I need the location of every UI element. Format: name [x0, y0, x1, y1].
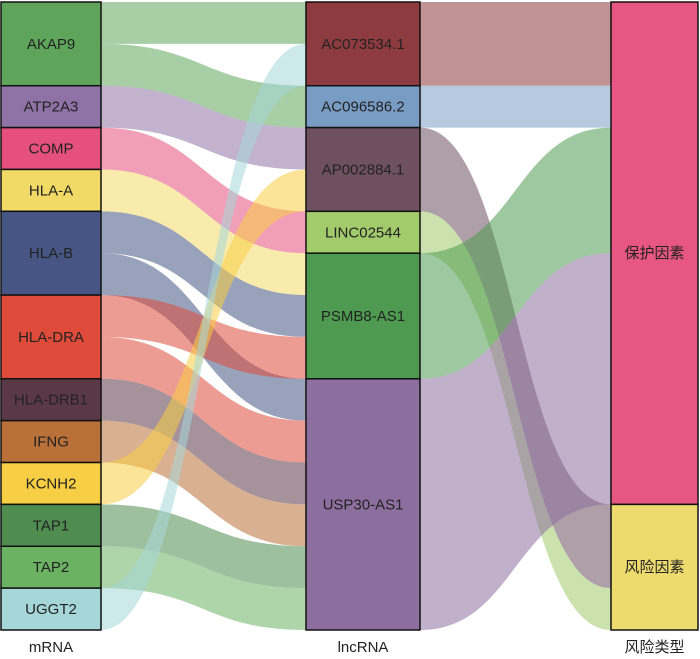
node-psmb8-as1 [305, 252, 421, 380]
node-label-tap2: TAP2 [33, 559, 69, 576]
node-风险因素 [610, 503, 699, 631]
node-label-hla-drb1: HLA-DRB1 [14, 392, 88, 409]
node-label-tap1: TAP1 [33, 517, 69, 534]
nodes [0, 1, 699, 631]
node-ac096586-2 [305, 84, 421, 129]
node-label-psmb8-as1: PSMB8-AS1 [321, 308, 405, 325]
node-label-hla-dra: HLA-DRA [18, 329, 84, 346]
link-psmb8-as1-to-保护因素 [420, 127, 611, 379]
link-usp30-as1-to-保护因素 [420, 253, 611, 630]
link-hla-a-to-psmb8-as1 [101, 169, 306, 296]
link-hla-dra-to-usp30-as1 [101, 336, 306, 463]
column-label-2: 风险类型 [624, 638, 684, 656]
node-label-ifng: IFNG [33, 434, 69, 451]
node-hla-drb1 [0, 378, 102, 422]
link-hla-drb1-to-usp30-as1 [101, 378, 306, 505]
links-mrna-lncrna [101, 2, 306, 631]
link-akap9-to-ac073534-1 [101, 2, 306, 44]
link-ac073534-1-to-保护因素 [420, 2, 611, 86]
column-label-0: mRNA [29, 639, 73, 656]
node-label-保护因素: 保护因素 [624, 244, 684, 262]
node-label-ac073534-1: AC073534.1 [321, 36, 404, 53]
node-label-atp2a3: ATP2A3 [24, 99, 79, 116]
node-label-akap9: AKAP9 [27, 36, 75, 53]
node-label-linc02544: LINC02544 [325, 224, 401, 241]
node-label-kcnh2: KCNH2 [26, 475, 77, 492]
node-label-ap002884-1: AP002884.1 [322, 161, 405, 178]
link-tap1-to-usp30-as1 [101, 504, 306, 589]
node-tap2 [0, 545, 102, 589]
node-ac073534-1 [305, 1, 421, 87]
node-label-风险因素: 风险因素 [624, 558, 684, 576]
link-atp2a3-to-ap002884-1 [101, 85, 306, 170]
node-ap002884-1 [305, 126, 421, 213]
node-label-uggt2: UGGT2 [25, 601, 77, 618]
node-hla-a [0, 168, 102, 213]
node-hla-dra [0, 294, 102, 380]
node-label-ac096586-2: AC096586.2 [321, 99, 404, 116]
link-hla-b-to-psmb8-as1 [101, 211, 306, 337]
link-ac096586-2-to-保护因素 [420, 85, 611, 128]
node-usp30-as1 [305, 378, 421, 631]
node-labels: AKAP9 ATP2A3 COMP HLA-A HLA-B HLA-DRA HLA-DRB1… [14, 36, 685, 618]
node-tap1 [0, 503, 102, 548]
node-uggt2 [0, 587, 102, 631]
node-保护因素 [610, 1, 699, 506]
node-label-comp: COMP [29, 141, 74, 158]
node-label-hla-b: HLA-B [29, 245, 73, 262]
node-label-usp30-as1: USP30-AS1 [323, 496, 404, 513]
links-lncrna-risk [420, 2, 611, 631]
node-label-hla-a: HLA-A [29, 182, 73, 199]
node-kcnh2 [0, 461, 102, 506]
column-labels: mRNA lncRNA 风险类型 [29, 638, 685, 656]
node-hla-b [0, 210, 102, 296]
node-linc02544 [305, 210, 421, 254]
link-uggt2-to-ac073534-1 [101, 43, 306, 631]
column-label-1: lncRNA [338, 639, 389, 656]
